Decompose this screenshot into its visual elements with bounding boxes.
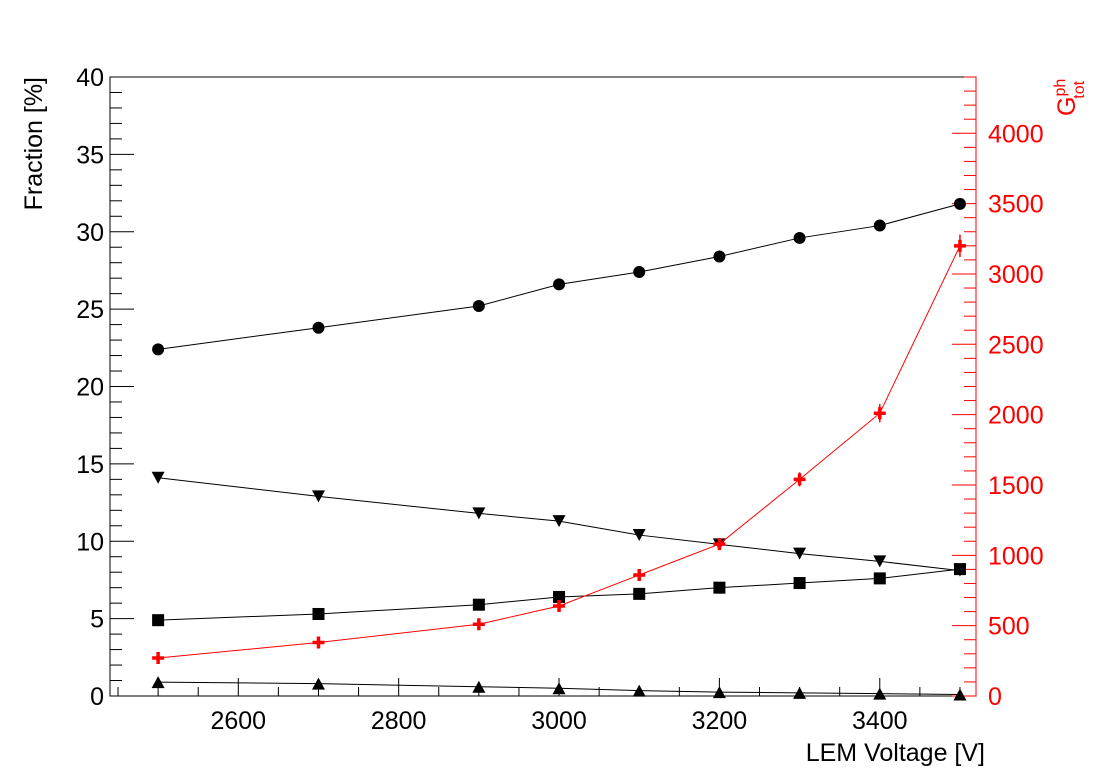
series-line (158, 203, 961, 350)
x-tick-label: 3200 (692, 707, 748, 735)
cross-marker (633, 569, 646, 582)
right-axis: 0 500 1000 1500 2000 2500 3000 3500 4000 (952, 76, 1044, 711)
triangle-up-marker (151, 676, 165, 689)
square-marker (873, 572, 886, 585)
y2-tick-label: 1000 (988, 542, 1044, 570)
triangle-up-marker (953, 688, 967, 701)
cross-marker (713, 538, 726, 551)
bottom-axis-ticks: 2600 2800 3000 3200 3400 (117, 678, 961, 735)
left-axis-ticks: 0 5 10 15 20 25 30 35 40 (76, 64, 134, 711)
y2-tick-label: 0 (988, 683, 1002, 711)
y-tick-label: 40 (76, 64, 104, 92)
y-tick-label: 35 (76, 141, 104, 169)
y2-tick-label: 2000 (988, 402, 1044, 430)
triangle-down-marker (151, 471, 165, 484)
cross-marker (873, 407, 886, 420)
circle-marker (312, 321, 325, 334)
triangle-down-marker (793, 547, 807, 560)
y-tick-label: 20 (76, 374, 104, 402)
y2-tick-label: 1500 (988, 472, 1044, 500)
circle-marker (793, 231, 806, 244)
circle-marker (873, 219, 886, 232)
circle-marker (472, 300, 485, 313)
triangle-up-marker (712, 686, 726, 699)
triangle-up-marker (873, 687, 887, 700)
triangle-up-marker (311, 677, 325, 690)
square-marker (312, 607, 325, 620)
triangle-down-marker (632, 529, 646, 542)
circle-marker (633, 265, 646, 278)
circle-marker (553, 278, 566, 291)
cross-marker (472, 618, 485, 631)
y2-axis-title-sub: tot (1071, 80, 1088, 98)
square-marker (553, 590, 566, 603)
triangle-up-marker (632, 684, 646, 697)
x-tick-label: 2600 (210, 707, 266, 735)
y-tick-label: 0 (90, 683, 104, 711)
square-marker (152, 614, 165, 627)
y-tick-label: 10 (76, 528, 104, 556)
triangle-down-marker (873, 555, 887, 568)
cross-marker (312, 636, 325, 649)
y2-tick-label: 500 (988, 613, 1030, 641)
cross-marker (953, 239, 966, 252)
square-marker (793, 577, 806, 590)
y2-tick-label: 2500 (988, 331, 1044, 359)
y2-axis-title-sup: ph (1052, 79, 1069, 97)
triangle-down-marker (552, 515, 566, 528)
x-tick-label: 2800 (371, 707, 427, 735)
plot-frame (109, 76, 977, 697)
x-axis-title: LEM Voltage [V] (806, 739, 985, 767)
square-marker (953, 563, 966, 576)
y2-tick-label: 4000 (988, 120, 1044, 148)
triangle-up-marker (793, 686, 807, 699)
x-tick-label: 3000 (531, 707, 587, 735)
triangle-up-marker (472, 680, 486, 693)
square-marker (472, 598, 485, 611)
triangle-down-marker (472, 507, 486, 520)
y2-tick-label: 3000 (988, 261, 1044, 289)
square-marker (633, 587, 646, 600)
series-layer (151, 197, 967, 701)
x-tick-label: 3400 (852, 707, 908, 735)
square-marker (713, 581, 726, 594)
y-tick-label: 25 (76, 296, 104, 324)
y-tick-label: 5 (90, 606, 104, 634)
y-tick-label: 15 (76, 451, 104, 479)
circle-marker (152, 343, 165, 356)
y2-axis-title: Gph tot (1052, 79, 1088, 116)
y-tick-label: 30 (76, 219, 104, 247)
y-axis-title: Fraction [%] (20, 77, 48, 210)
triangle-up-marker (552, 682, 566, 695)
circle-marker (713, 250, 726, 263)
y2-tick-label: 3500 (988, 191, 1044, 219)
triangle-down-marker (311, 490, 325, 503)
y2-axis-title-main: G (1053, 97, 1081, 116)
cross-marker (793, 473, 806, 486)
circle-marker (953, 197, 966, 210)
cross-marker (152, 652, 165, 665)
cross-marker (553, 599, 566, 612)
